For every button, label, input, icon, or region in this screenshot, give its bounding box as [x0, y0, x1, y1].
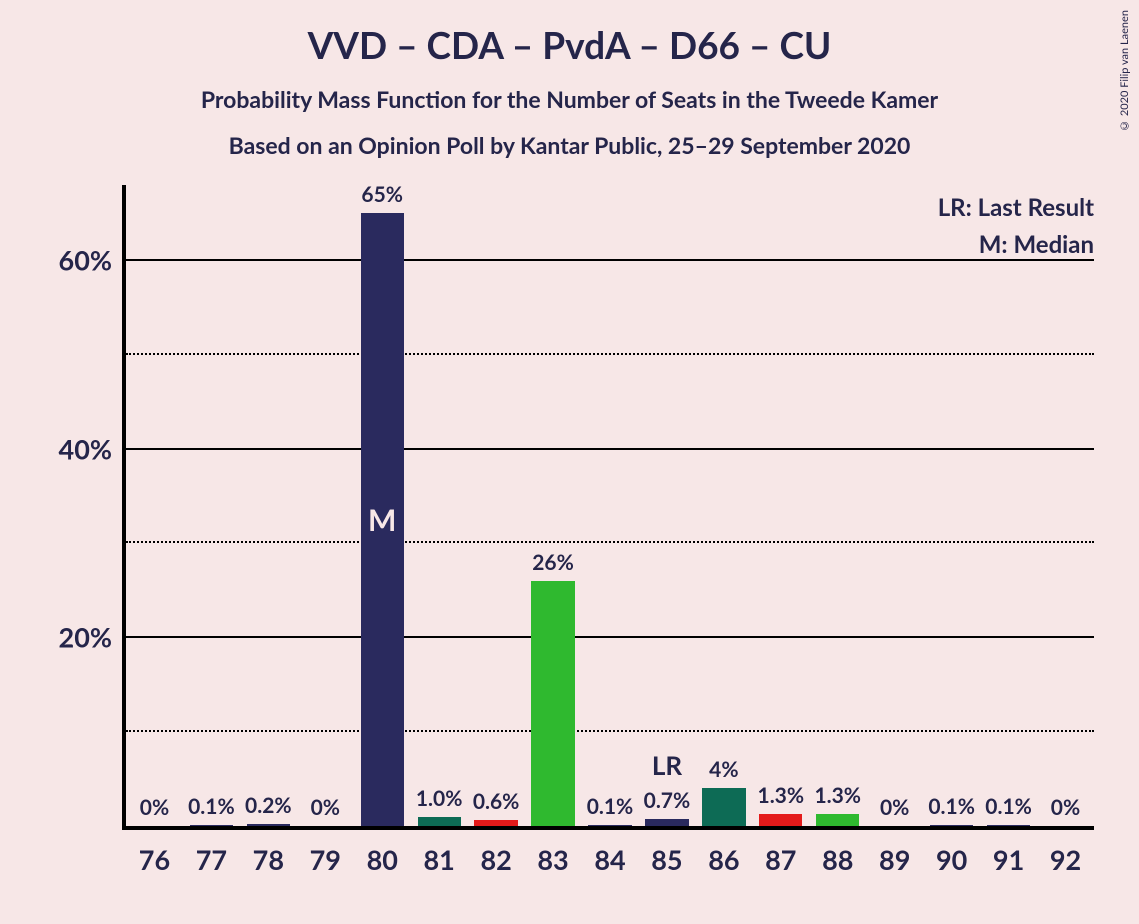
- x-tick-label: 90: [936, 843, 967, 876]
- chart-subtitle-1: Probability Mass Function for the Number…: [0, 85, 1139, 113]
- x-tick-label: 76: [139, 843, 170, 876]
- x-tick-label: 78: [253, 843, 284, 876]
- x-tick-label: 91: [993, 843, 1024, 876]
- x-tick-label: 85: [651, 843, 682, 876]
- x-tick-label: 84: [594, 843, 625, 876]
- bar-slot: 0.1%: [980, 185, 1037, 826]
- x-tick-label: 89: [879, 843, 910, 876]
- x-tick-label: 83: [537, 843, 568, 876]
- x-tick-label: 81: [424, 843, 455, 876]
- x-tick-label: 80: [367, 843, 398, 876]
- bar: 4%: [702, 788, 745, 826]
- bar-value-label: 0%: [1051, 795, 1080, 820]
- bar: 0.6%: [474, 820, 517, 826]
- chart-area: LR: Last Result M: Median 0%0.1%0.2%0%65…: [60, 185, 1110, 905]
- x-axis-labels: 76 77 78 79 80 81 82 83 84 85 86 87 88 89 90 91 92: [126, 843, 1094, 883]
- bar-slot: 0.6%: [468, 185, 525, 826]
- bar-value-label: 0.1%: [985, 794, 1032, 819]
- y-tick-label: 60%: [59, 244, 112, 277]
- bar: 1.3%: [759, 814, 802, 826]
- bar-slot: 1.0%: [411, 185, 468, 826]
- bar-slot: 0.7% LR: [638, 185, 695, 826]
- bar-slot: 1.3%: [752, 185, 809, 826]
- bar-slot: 0%: [126, 185, 183, 826]
- bar: 0.7%: [645, 819, 688, 826]
- bar: 0.1%: [987, 825, 1030, 826]
- bar: 26%: [531, 581, 574, 826]
- bar-value-label: 26%: [532, 550, 574, 575]
- bar: 0.2%: [247, 824, 290, 826]
- bar-slot: 0%: [1037, 185, 1094, 826]
- x-tick-label: 92: [1050, 843, 1081, 876]
- bar-value-label: 0.1%: [587, 794, 634, 819]
- bar: 0.1%: [930, 825, 973, 826]
- bar: 1.0%: [418, 817, 461, 826]
- x-tick-label: 79: [310, 843, 341, 876]
- median-marker: M: [368, 502, 396, 538]
- bar: 0.1%: [190, 825, 233, 826]
- bar-slot: 0.1%: [183, 185, 240, 826]
- bar-value-label: 1.3%: [814, 783, 861, 808]
- bar: 0.1%: [588, 825, 631, 826]
- bar-slot: 65% M: [354, 185, 411, 826]
- bar-slot: 1.3%: [809, 185, 866, 826]
- lr-marker: LR: [652, 749, 682, 781]
- chart-title: VVD – CDA – PvdA – D66 – CU: [0, 0, 1139, 67]
- bars-container: 0% 0.1% 0.2% 0% 65% M 1.0% 0.6% 26% 0.1% 0.7% LR 4% 1…: [126, 185, 1094, 826]
- bar-value-label: 1.0%: [416, 786, 463, 811]
- x-axis: [122, 826, 1094, 830]
- chart-subtitle-2: Based on an Opinion Poll by Kantar Publi…: [0, 131, 1139, 159]
- bar-value-label: 0.7%: [644, 788, 691, 813]
- bar-value-label: 0%: [140, 795, 169, 820]
- plot-region: 0% 0.1% 0.2% 0% 65% M 1.0% 0.6% 26% 0.1% 0.7% LR 4% 1…: [122, 185, 1094, 830]
- bar-value-label: 0.2%: [245, 793, 292, 818]
- bar-slot: 0.2%: [240, 185, 297, 826]
- y-tick-label: 20%: [59, 621, 112, 654]
- x-tick-label: 87: [765, 843, 796, 876]
- bar-value-label: 0.1%: [188, 794, 235, 819]
- y-tick-label: 40%: [59, 432, 112, 465]
- bar-slot: 0%: [297, 185, 354, 826]
- bar-value-label: 65%: [361, 182, 403, 207]
- x-tick-label: 77: [196, 843, 227, 876]
- bar-value-label: 0.1%: [928, 794, 975, 819]
- x-tick-label: 82: [480, 843, 511, 876]
- bar-slot: 4%: [695, 185, 752, 826]
- x-tick-label: 88: [822, 843, 853, 876]
- bar-value-label: 0%: [311, 795, 340, 820]
- bar-slot: 0%: [866, 185, 923, 826]
- bar: 1.3%: [816, 814, 859, 826]
- bar-slot: 0.1%: [582, 185, 639, 826]
- bar-value-label: 4%: [709, 757, 738, 782]
- bar-slot: 26%: [525, 185, 582, 826]
- bar-value-label: 0.6%: [473, 789, 520, 814]
- bar-value-label: 0%: [880, 795, 909, 820]
- bar-value-label: 1.3%: [758, 783, 805, 808]
- copyright-notice: © 2020 Filip van Laenen: [1118, 10, 1131, 132]
- x-tick-label: 86: [708, 843, 739, 876]
- bar-slot: 0.1%: [923, 185, 980, 826]
